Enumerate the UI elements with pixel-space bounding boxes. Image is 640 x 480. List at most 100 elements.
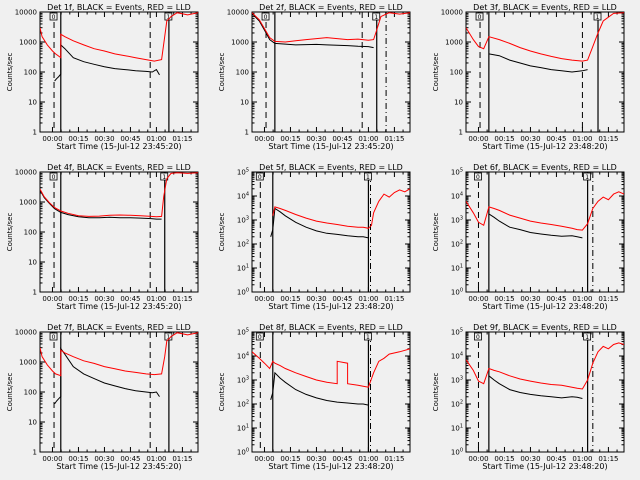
marker-label: 0 [258, 174, 262, 181]
x-axis-label: Start Time (15-Jul-12 23:45:20) [56, 462, 181, 471]
x-axis-label: Start Time (15-Jul-12 23:48:20) [482, 462, 607, 471]
chart-title: Det 9f, BLACK = Events, RED = LLD [473, 323, 617, 332]
x-tick-label: 00:00 [468, 135, 488, 143]
y-tick-label: 101 [451, 424, 463, 433]
x-axis-label: Start Time (15-Jul-12 23:48:20) [268, 462, 393, 471]
series-events-line [488, 213, 583, 239]
y-tick-label: 100 [451, 288, 463, 297]
y-tick-label: 1 [33, 129, 37, 137]
x-tick-label: 00:30 [520, 295, 540, 303]
marker-label: 0 [478, 14, 482, 21]
x-tick-label: 00:00 [254, 295, 274, 303]
x-axis-label: Start Time (15-Jul-12 23:48:20) [482, 302, 607, 311]
x-tick-label: 00:00 [42, 135, 62, 143]
plot-frame [251, 331, 411, 453]
y-axis-label: Counts/sec [6, 213, 14, 252]
series-lld-line [252, 348, 410, 388]
x-axis-label: Start Time (15-Jul-12 23:48:20) [482, 142, 607, 151]
y-tick-label: 104 [451, 192, 463, 201]
chart-title: Det 6f, BLACK = Events, RED = LLD [473, 163, 617, 172]
y-axis-label: Counts/sec [6, 373, 14, 412]
marker-label: 1 [596, 14, 600, 21]
x-tick-label: 00:00 [42, 455, 62, 463]
y-tick-label: 10000 [15, 169, 37, 177]
x-tick-label: 01:00 [572, 135, 592, 143]
x-tick-label: 00:45 [546, 295, 566, 303]
marker-label: 1 [166, 14, 170, 21]
x-tick-label: 00:15 [68, 455, 88, 463]
chart-title: Det 1f, BLACK = Events, RED = LLD [47, 3, 191, 12]
x-tick-label: 00:45 [332, 455, 352, 463]
y-tick-label: 105 [237, 168, 249, 177]
y-tick-label: 103 [237, 376, 249, 385]
marker-label: 0 [52, 334, 56, 341]
y-tick-label: 103 [451, 376, 463, 385]
series-events-line [54, 347, 160, 405]
x-tick-label: 01:15 [384, 135, 404, 143]
series-lld-line [40, 332, 198, 377]
chart-title: Det 7f, BLACK = Events, RED = LLD [47, 323, 191, 332]
marker-label: 0 [52, 14, 56, 21]
series-events-line [270, 371, 369, 406]
chart-title: Det 2f, BLACK = Events, RED = LLD [259, 3, 403, 12]
y-tick-label: 10 [28, 419, 37, 427]
x-tick-label: 00:30 [520, 135, 540, 143]
y-tick-label: 100 [24, 69, 37, 77]
marker-label-box [372, 12, 381, 21]
x-tick-label: 00:15 [494, 135, 514, 143]
y-axis-label: Counts/sec [432, 53, 440, 92]
x-tick-label: 01:15 [384, 455, 404, 463]
chart-title: Det 3f, BLACK = Events, RED = LLD [473, 3, 617, 12]
x-tick-label: 00:45 [332, 295, 352, 303]
y-tick-label: 1 [33, 449, 37, 457]
series-events-line [488, 375, 583, 399]
y-axis-label: Counts/sec [218, 213, 226, 252]
x-tick-label: 01:15 [384, 295, 404, 303]
x-tick-label: 00:30 [94, 455, 114, 463]
chart-panel-2: Det 2f, BLACK = Events, RED = LLD1101001… [218, 3, 411, 151]
x-tick-label: 00:30 [94, 295, 114, 303]
marker-label-box [583, 332, 592, 341]
series-events-line [40, 189, 162, 220]
y-tick-label: 105 [237, 328, 249, 337]
x-tick-label: 00:30 [520, 455, 540, 463]
marker-label: 0 [52, 174, 56, 181]
y-tick-label: 100 [451, 448, 463, 457]
x-tick-label: 00:00 [254, 455, 274, 463]
x-tick-label: 00:15 [494, 295, 514, 303]
y-tick-label: 101 [451, 264, 463, 273]
marker-label-box [160, 172, 169, 181]
series-events-line [270, 207, 369, 239]
plot-frame [465, 171, 625, 293]
marker-label-box [583, 172, 592, 181]
marker-label: 1 [366, 334, 370, 341]
y-tick-label: 10 [28, 259, 37, 267]
x-tick-label: 00:00 [254, 135, 274, 143]
plot-frame [39, 11, 199, 133]
marker-label-box [261, 12, 270, 21]
chart-panel-3: Det 3f, BLACK = Events, RED = LLD1101001… [432, 3, 625, 151]
x-axis-label: Start Time (15-Jul-12 23:48:20) [268, 302, 393, 311]
marker-label: 1 [374, 14, 378, 21]
y-tick-label: 10000 [15, 9, 37, 17]
x-tick-label: 00:30 [306, 455, 326, 463]
series-lld-line [466, 191, 624, 231]
x-tick-label: 00:15 [68, 295, 88, 303]
y-tick-label: 1000 [19, 359, 37, 367]
y-tick-label: 104 [237, 192, 249, 201]
marker-label: 1 [585, 334, 589, 341]
x-tick-label: 01:00 [146, 455, 166, 463]
y-tick-label: 101 [237, 264, 249, 273]
y-tick-label: 101 [237, 424, 249, 433]
chart-panel-9: Det 9f, BLACK = Events, RED = LLD 100 101 1… [432, 323, 625, 471]
y-tick-label: 104 [451, 352, 463, 361]
marker-label: 1 [585, 174, 589, 181]
y-tick-label: 1000 [19, 199, 37, 207]
chart-panel-8: Det 8f, BLACK = Events, RED = LLD 100 101 1… [218, 323, 411, 471]
chart-title: Det 4f, BLACK = Events, RED = LLD [47, 163, 191, 172]
plot-frame [465, 331, 625, 453]
y-tick-label: 100 [237, 288, 249, 297]
x-axis-label: Start Time (15-Jul-12 23:45:20) [268, 142, 393, 151]
x-tick-label: 01:00 [358, 295, 378, 303]
